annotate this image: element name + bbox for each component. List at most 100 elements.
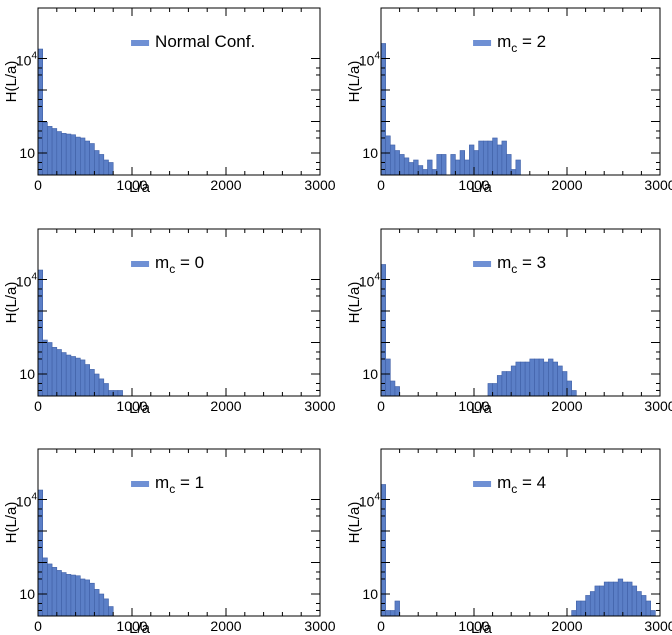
- x-tick-label: 3000: [304, 398, 335, 414]
- x-axis-label: L/a: [471, 620, 493, 635]
- histogram-bar: [622, 581, 628, 617]
- histogram-bar: [103, 383, 109, 397]
- x-tick-label: 0: [34, 398, 42, 414]
- histogram-bar: [538, 358, 545, 397]
- histogram-bar: [478, 140, 484, 176]
- histogram-bar: [80, 137, 86, 176]
- x-tick-label: 1000: [116, 177, 147, 193]
- histogram-bar: [84, 364, 90, 397]
- x-tick-label: 2000: [210, 618, 241, 634]
- histogram-bar: [94, 150, 100, 176]
- x-tick-label: 0: [377, 177, 385, 193]
- histogram-bar: [103, 598, 109, 617]
- histogram-bar: [42, 557, 48, 617]
- plot-frame: [37, 7, 321, 176]
- y-tick-label: 104: [359, 272, 381, 290]
- y-tick-label: 104: [359, 51, 381, 69]
- x-axis-label: L/a: [129, 620, 151, 635]
- y-axis-label: H(L/a): [3, 502, 20, 544]
- histogram-bar: [603, 581, 610, 617]
- histogram-bar: [580, 600, 586, 617]
- y-tick-label: 10: [19, 586, 35, 602]
- histogram-panel-4: 0 1000 2000 3000 10 104 L/a H(L/a) mc = 3: [346, 228, 672, 417]
- histogram-panel-3: 0 1000 2000 3000 10 104 L/a H(L/a) mc = 0: [3, 228, 336, 417]
- histogram-bar: [515, 361, 521, 397]
- histogram-bar: [117, 390, 123, 397]
- legend-swatch: [131, 261, 150, 267]
- legend-swatch: [473, 481, 492, 487]
- x-tick-label: 2000: [551, 177, 582, 193]
- plot-frame: [37, 228, 321, 397]
- histogram-bar: [75, 575, 81, 617]
- legend-label: mc = 0: [155, 253, 204, 276]
- histogram-bar: [98, 378, 105, 397]
- histogram-bar: [65, 354, 72, 397]
- histogram-bar: [594, 585, 600, 617]
- histogram-bar: [571, 610, 577, 617]
- histogram-bar: [70, 356, 76, 397]
- histogram-bar: [482, 140, 489, 176]
- histogram-bar: [98, 154, 105, 176]
- x-tick-label: 1000: [116, 618, 147, 634]
- histogram-bar: [42, 339, 48, 397]
- histogram-bar: [543, 361, 549, 397]
- histogram-bar: [112, 390, 119, 397]
- histogram-bar: [575, 600, 582, 617]
- x-tick-label: 2000: [210, 398, 241, 414]
- histogram-bar: [70, 134, 76, 176]
- histogram-bar: [47, 342, 53, 397]
- y-tick-label: 10: [19, 145, 35, 161]
- x-tick-label: 3000: [644, 177, 672, 193]
- y-tick-label: 104: [16, 272, 38, 290]
- x-tick-label: 1000: [458, 618, 489, 634]
- histogram-bar: [65, 574, 72, 617]
- histogram-bar: [617, 578, 624, 617]
- histogram-bar: [496, 144, 503, 176]
- histogram-bar: [51, 347, 58, 397]
- x-axis-label: L/a: [471, 179, 493, 196]
- histogram-bar: [394, 600, 400, 617]
- histogram-bar: [524, 361, 531, 397]
- histogram-bar: [613, 581, 619, 617]
- histogram-bar: [385, 135, 391, 176]
- histogram-bar: [103, 159, 109, 176]
- histogram-bar: [557, 365, 563, 397]
- histogram-bar: [631, 585, 638, 617]
- y-axis-label: H(L/a): [346, 61, 363, 103]
- histogram-bar: [389, 380, 396, 397]
- histogram-bar: [98, 593, 105, 617]
- x-tick-label: 0: [34, 618, 42, 634]
- histogram-bar: [56, 349, 62, 397]
- histogram-bar: [608, 581, 614, 617]
- histogram-bar: [61, 572, 67, 617]
- histogram-bar: [56, 570, 62, 617]
- x-tick-label: 0: [377, 618, 385, 634]
- histogram-bar: [510, 365, 517, 397]
- histogram-bar: [515, 159, 521, 176]
- histogram-bar: [380, 43, 386, 176]
- histogram-bar: [75, 357, 81, 397]
- x-tick-label: 1000: [116, 398, 147, 414]
- histogram-bar: [42, 121, 48, 176]
- histogram-panel-2: 0 1000 2000 3000 10 104 L/a H(L/a) mc = 2: [346, 7, 672, 196]
- x-tick-label: 3000: [644, 618, 672, 634]
- x-tick-label: 2000: [551, 618, 582, 634]
- x-tick-label: 1000: [458, 177, 489, 193]
- histogram-bar: [47, 126, 53, 176]
- histogram-bar: [473, 150, 479, 176]
- legend-label: mc = 2: [497, 32, 546, 55]
- x-tick-label: 3000: [304, 177, 335, 193]
- histogram-bar: [413, 159, 419, 176]
- y-tick-label: 104: [16, 51, 38, 69]
- plot-frame: [37, 448, 321, 617]
- histogram-bar: [89, 582, 95, 617]
- histogram-bar: [408, 162, 414, 176]
- histogram-bar: [61, 133, 67, 176]
- histogram-bar: [399, 154, 405, 176]
- histogram-bar: [422, 169, 428, 176]
- histogram-bar: [47, 563, 53, 617]
- y-axis-label: H(L/a): [3, 282, 20, 324]
- x-tick-label: 3000: [644, 398, 672, 414]
- histogram-bar: [80, 359, 86, 397]
